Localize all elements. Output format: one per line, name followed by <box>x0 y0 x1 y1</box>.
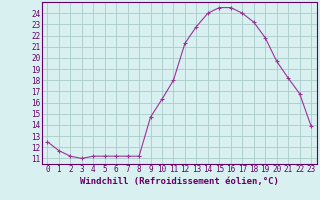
X-axis label: Windchill (Refroidissement éolien,°C): Windchill (Refroidissement éolien,°C) <box>80 177 279 186</box>
